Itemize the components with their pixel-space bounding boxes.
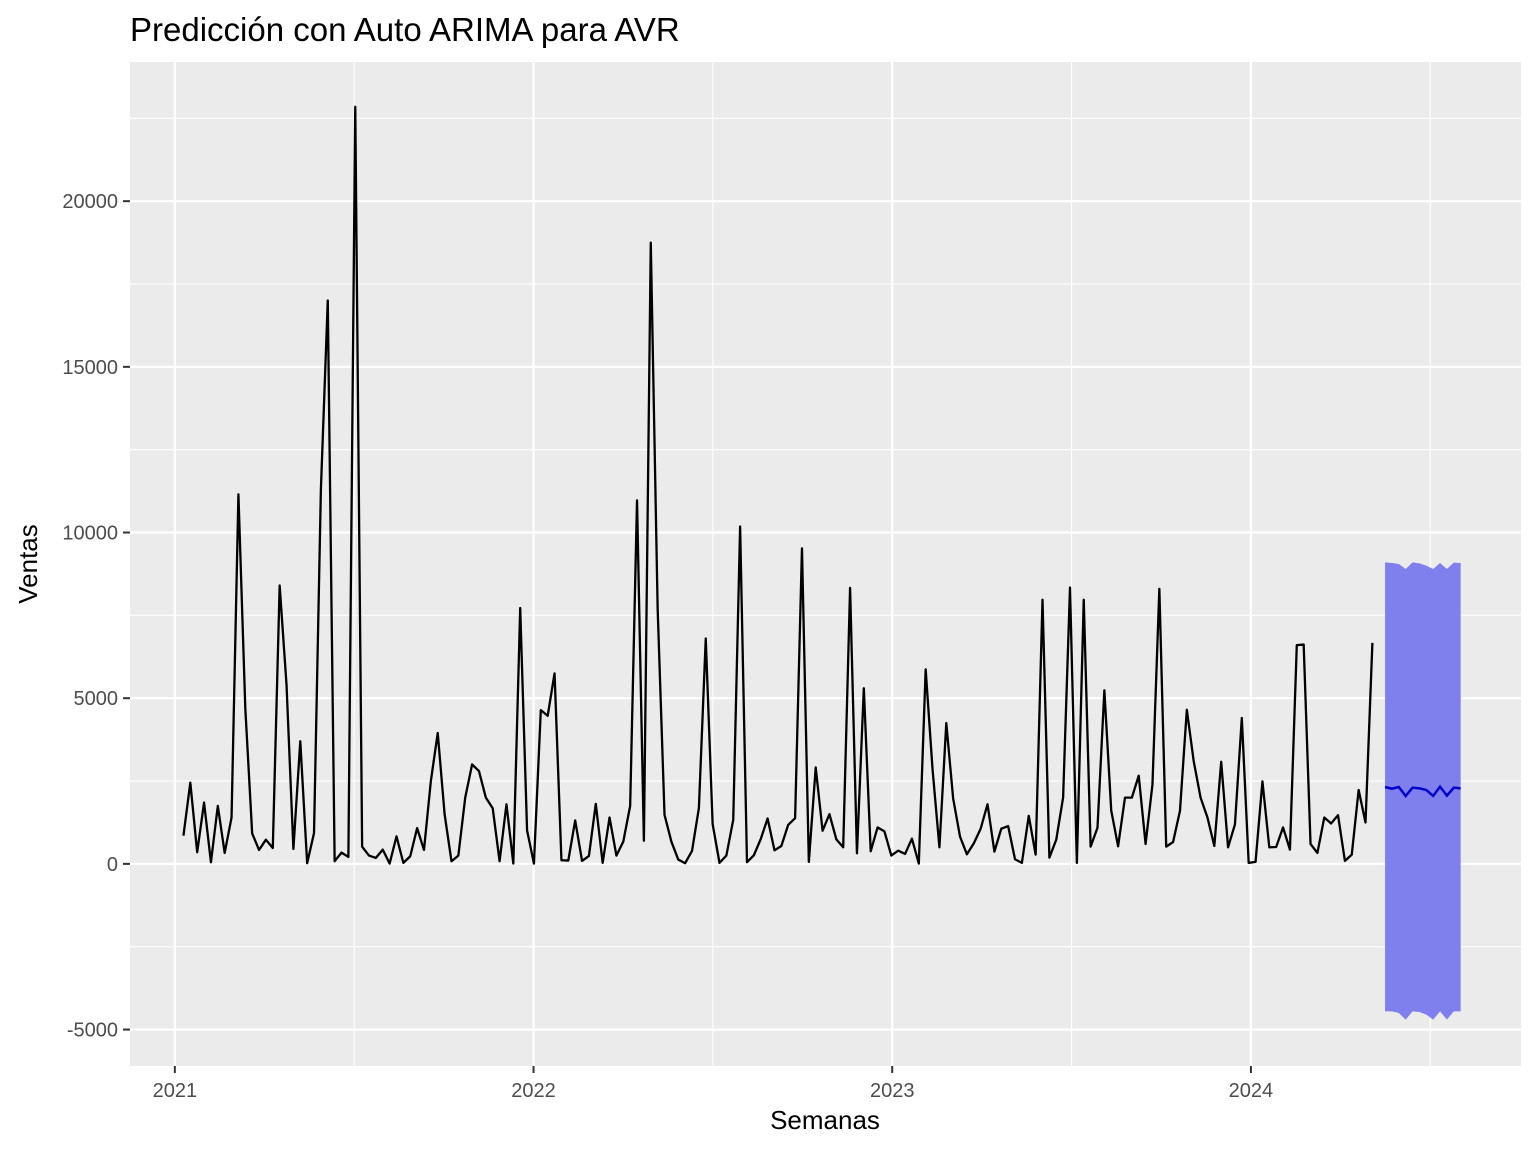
- history-series-line: [182, 105, 1374, 865]
- x-tick-label: 2021: [153, 1080, 198, 1102]
- y-axis-title: Ventas: [13, 524, 43, 604]
- plot-panel: [130, 62, 1521, 1066]
- forecast-interval-band: [1385, 562, 1461, 1020]
- chart-title: Predicción con Auto ARIMA para AVR: [130, 11, 680, 48]
- x-axis-ticks: 2021 2022 2023 2024: [153, 1066, 1274, 1102]
- x-tick-label: 2024: [1229, 1080, 1274, 1102]
- forecast-series-line: [1384, 784, 1461, 798]
- y-tick-label: 0: [107, 854, 118, 876]
- grid-major: [130, 62, 1521, 1066]
- x-axis-title: Semanas: [770, 1105, 880, 1135]
- y-tick-label: 20000: [62, 191, 118, 213]
- x-tick-label: 2023: [870, 1080, 915, 1102]
- y-tick-label: 5000: [74, 688, 119, 710]
- y-tick-label: 15000: [62, 357, 118, 379]
- x-tick-label: 2022: [511, 1080, 556, 1102]
- y-tick-label: 10000: [62, 523, 118, 545]
- y-tick-label: -5000: [67, 1020, 118, 1042]
- y-axis-ticks: -5000 0 5000 10000 15000 20000: [62, 191, 130, 1042]
